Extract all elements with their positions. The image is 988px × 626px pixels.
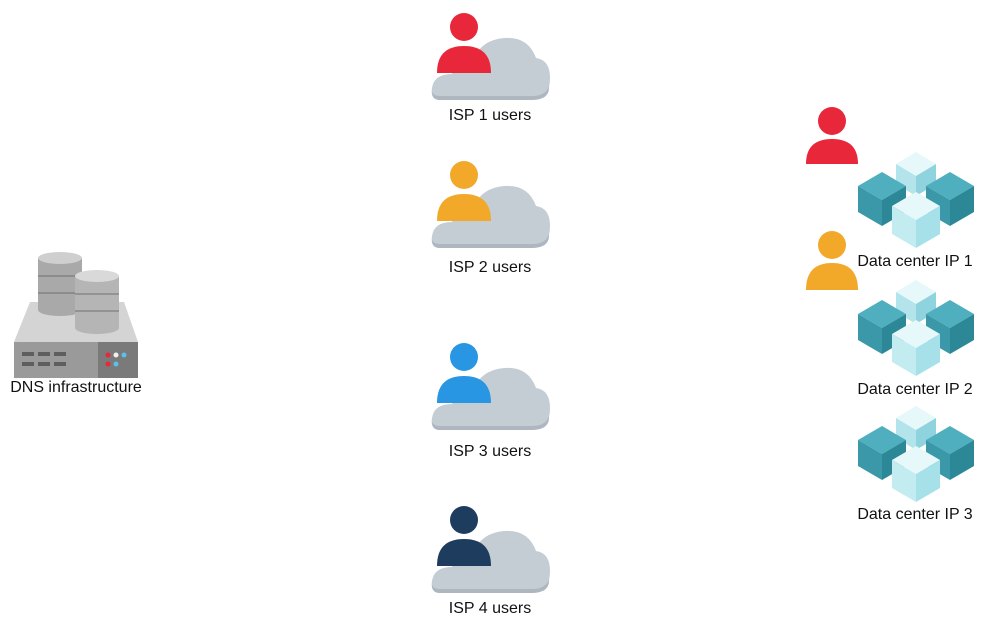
cloud-icon [431,185,550,248]
dns-label: DNS infrastructure [10,379,142,396]
database-server-icon [14,252,138,378]
isp-2-label: ISP 2 users [448,259,532,276]
data-center-3-label: Data center IP 3 [857,506,973,523]
user-icon [437,13,491,73]
isp-4-label: ISP 4 users [448,600,532,617]
isp-1-node: ISP 1 users [420,0,570,130]
cubes-icon [858,152,974,248]
user-icon [437,343,491,403]
isp-2-node: ISP 2 users [420,148,570,278]
isp-3-node: ISP 3 users [420,330,570,460]
data-center-1-label: Data center IP 1 [857,253,973,270]
cloud-icon [431,37,550,100]
user-icon [437,161,491,221]
cloud-icon [431,367,550,430]
user-icon-red [806,107,858,164]
data-center-1-node: Data center IP 1 [840,148,988,278]
isp-4-node: ISP 4 users [420,493,570,623]
data-center-2-node: Data center IP 2 [840,276,988,406]
data-center-3-node: Data center IP 3 [840,402,988,532]
user-icon [437,506,491,566]
isp-3-label: ISP 3 users [448,443,532,460]
user-icon-yellow [806,231,858,290]
cubes-icon [858,280,974,376]
dns-infrastructure-node: DNS infrastructure [0,0,160,400]
isp-1-label: ISP 1 users [448,107,532,124]
cubes-icon [858,406,974,502]
cloud-icon [431,530,550,593]
data-center-2-label: Data center IP 2 [857,381,973,398]
